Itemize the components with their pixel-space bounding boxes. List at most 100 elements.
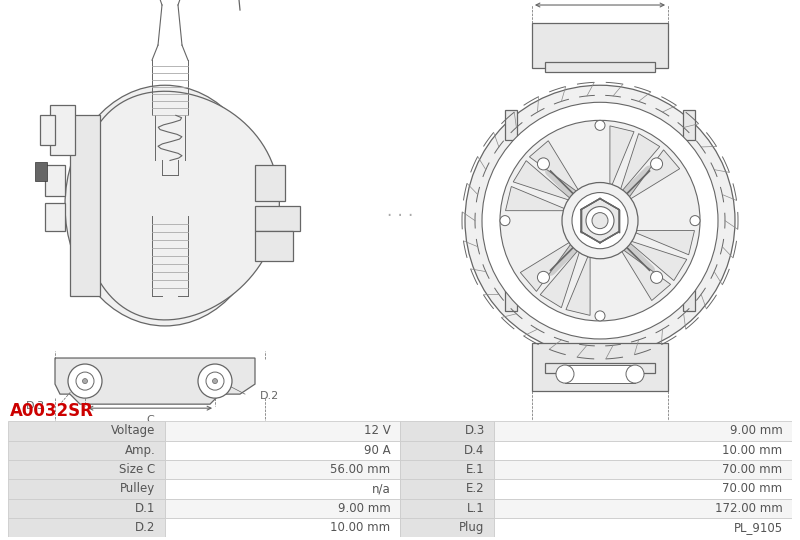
Text: E.2: E.2 (591, 433, 609, 443)
Bar (165, 480, 400, 498)
Polygon shape (630, 231, 694, 255)
Bar (683, 110, 695, 140)
Bar (545, 363, 655, 373)
Text: Plug: Plug (459, 521, 485, 534)
Text: 9.00 mm: 9.00 mm (338, 502, 390, 515)
Bar (45, 165, 65, 195)
Bar (255, 231, 293, 261)
Circle shape (482, 102, 718, 339)
Circle shape (500, 120, 700, 321)
Bar (400, 480, 494, 498)
Text: L.1: L.1 (467, 502, 485, 515)
Circle shape (206, 372, 224, 390)
Circle shape (500, 215, 510, 226)
Text: n/a: n/a (372, 482, 390, 495)
Ellipse shape (65, 85, 265, 326)
Bar (255, 206, 300, 231)
Bar (8, 518, 165, 537)
Polygon shape (79, 91, 279, 320)
Bar (400, 441, 494, 460)
Text: 56.00 mm: 56.00 mm (330, 463, 390, 476)
Bar (400, 421, 494, 441)
Bar (494, 480, 792, 498)
Text: 70.00 mm: 70.00 mm (722, 482, 782, 495)
Bar (165, 421, 400, 441)
Text: 172.00 mm: 172.00 mm (715, 502, 782, 515)
Polygon shape (581, 199, 619, 242)
Polygon shape (55, 358, 255, 404)
Circle shape (82, 379, 87, 383)
Text: 70.00 mm: 70.00 mm (722, 463, 782, 476)
Circle shape (556, 365, 574, 383)
Text: E.1: E.1 (466, 463, 485, 476)
Bar (505, 281, 517, 311)
Text: C: C (146, 415, 154, 425)
Circle shape (595, 120, 605, 130)
Text: . . .: . . . (387, 201, 413, 220)
Text: D.2: D.2 (260, 391, 279, 401)
Polygon shape (626, 150, 680, 202)
Bar (45, 202, 65, 231)
Bar (255, 165, 285, 200)
Circle shape (595, 311, 605, 321)
Text: D.4: D.4 (464, 444, 485, 457)
Polygon shape (619, 247, 670, 301)
Circle shape (650, 271, 662, 284)
Bar (8, 498, 165, 518)
Bar (50, 105, 75, 156)
Polygon shape (530, 141, 581, 194)
Text: D.3: D.3 (26, 401, 45, 411)
Text: 9.00 mm: 9.00 mm (730, 424, 782, 437)
Bar (494, 460, 792, 480)
Polygon shape (520, 240, 574, 292)
Text: A0032SR: A0032SR (10, 402, 94, 420)
Text: Amp.: Amp. (125, 444, 155, 457)
Text: Pulley: Pulley (120, 482, 155, 495)
Bar (165, 498, 400, 518)
Text: 10.00 mm: 10.00 mm (330, 521, 390, 534)
Polygon shape (540, 247, 581, 308)
Bar (505, 110, 517, 140)
Bar (545, 62, 655, 72)
Polygon shape (610, 126, 634, 190)
Bar (70, 116, 100, 296)
Circle shape (213, 379, 218, 383)
Circle shape (68, 364, 102, 398)
Text: D.1: D.1 (135, 502, 155, 515)
Bar (165, 441, 400, 460)
Bar (35, 163, 47, 180)
Polygon shape (626, 240, 686, 281)
Bar (683, 281, 695, 311)
Bar (165, 460, 400, 480)
Text: 90 A: 90 A (364, 444, 390, 457)
Text: D.3: D.3 (465, 424, 485, 437)
Polygon shape (514, 161, 574, 202)
Circle shape (690, 215, 700, 226)
Bar (532, 343, 668, 391)
Text: Voltage: Voltage (111, 424, 155, 437)
Bar (400, 518, 494, 537)
Circle shape (626, 365, 644, 383)
Polygon shape (566, 251, 590, 315)
Bar (532, 23, 668, 68)
Bar (40, 116, 55, 145)
Polygon shape (506, 186, 570, 211)
Text: D.2: D.2 (135, 521, 155, 534)
Bar (8, 421, 165, 441)
Text: Size C: Size C (119, 463, 155, 476)
Circle shape (592, 213, 608, 228)
Circle shape (572, 193, 628, 249)
Circle shape (538, 158, 550, 170)
Bar (565, 365, 635, 383)
Circle shape (538, 271, 550, 284)
Bar (8, 441, 165, 460)
Text: 12 V: 12 V (364, 424, 390, 437)
Bar (165, 518, 400, 537)
Text: E.2: E.2 (466, 482, 485, 495)
Bar (8, 460, 165, 480)
Circle shape (650, 158, 662, 170)
Text: 10.00 mm: 10.00 mm (722, 444, 782, 457)
Bar (494, 518, 792, 537)
Circle shape (562, 183, 638, 259)
Bar (8, 480, 165, 498)
